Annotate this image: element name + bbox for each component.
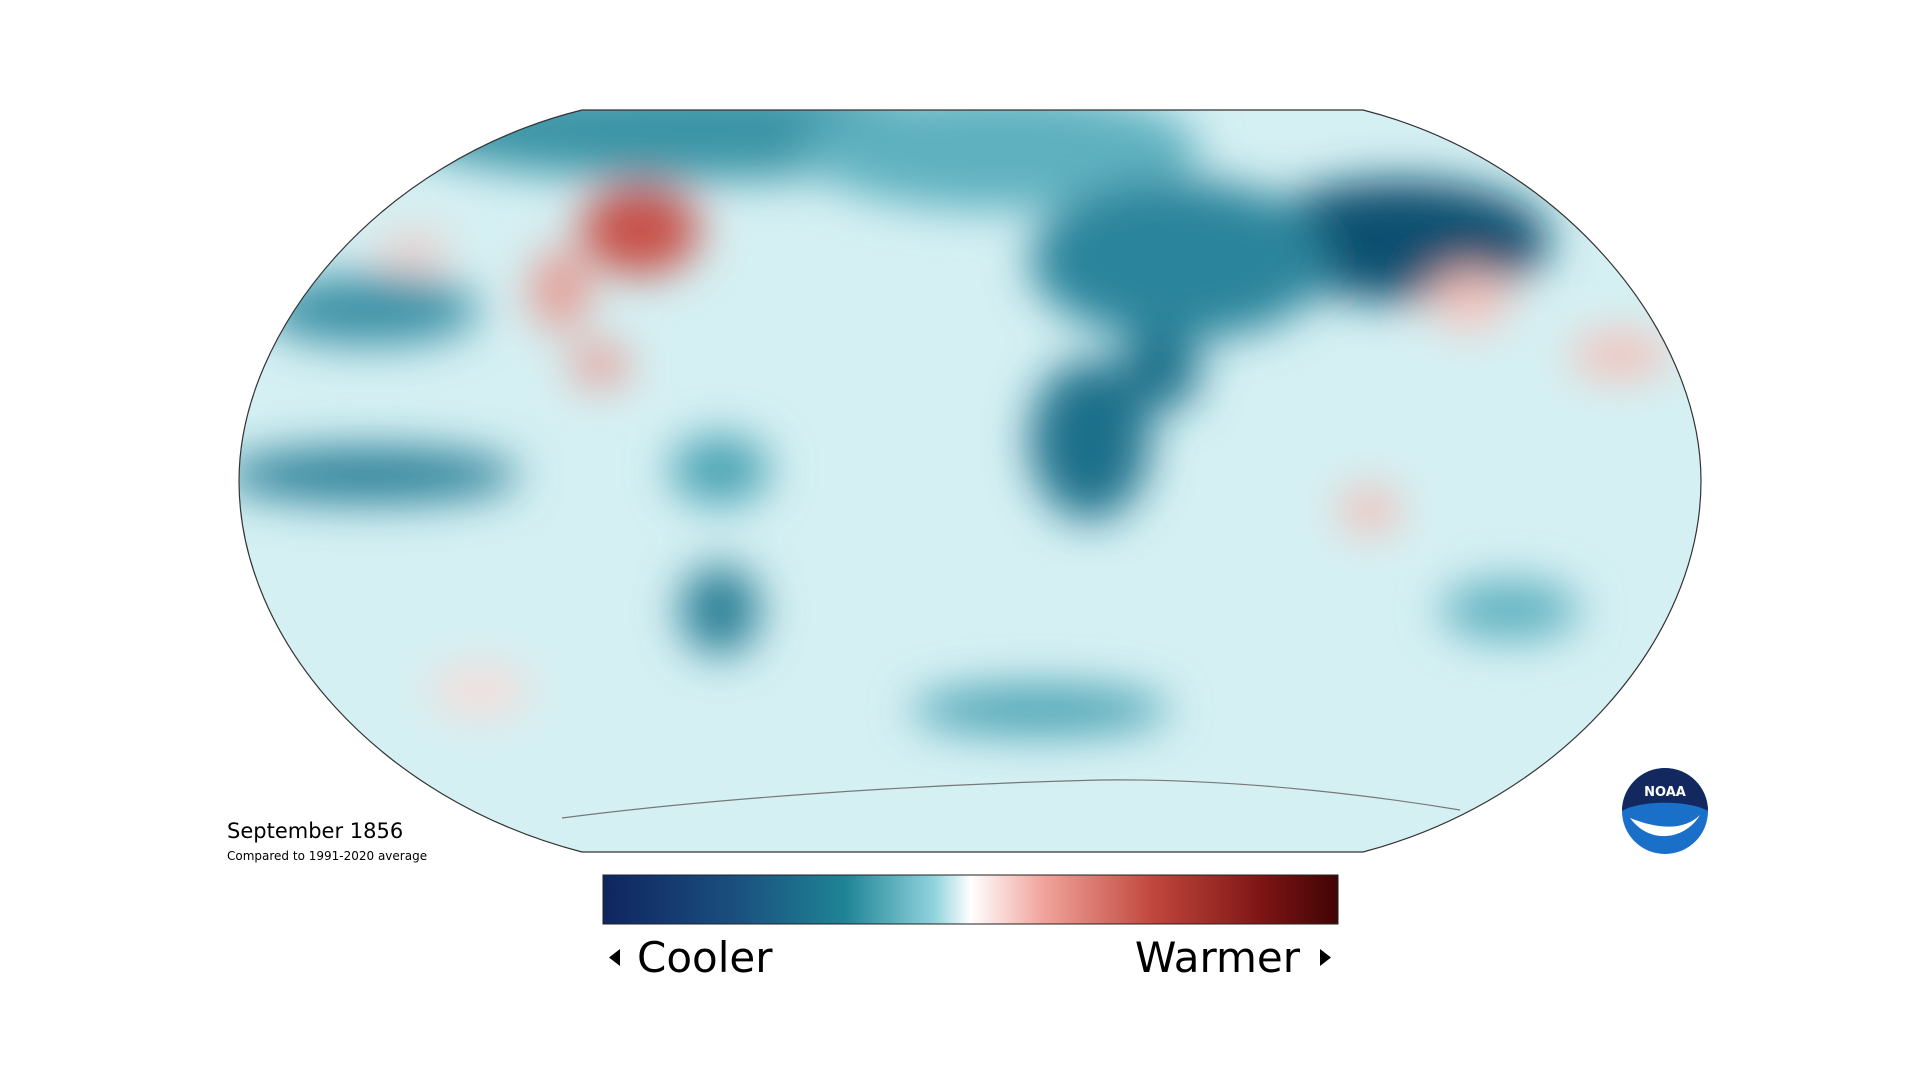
logo-text: NOAA xyxy=(1644,785,1686,800)
legend-high-label: Warmer xyxy=(1135,933,1301,982)
map-subtitle: Compared to 1991-2020 average xyxy=(227,849,427,863)
arrow-left xyxy=(609,949,620,966)
color-scale xyxy=(602,874,1339,925)
arrow-right xyxy=(1320,949,1331,966)
map-outline xyxy=(238,109,1702,853)
anomaly-map xyxy=(239,110,1701,852)
map-title: September 1856 xyxy=(227,819,403,843)
coastline xyxy=(561,779,1461,819)
legend-low-label: Cooler xyxy=(637,933,773,982)
noaa-logo: NOAA xyxy=(1622,768,1708,854)
